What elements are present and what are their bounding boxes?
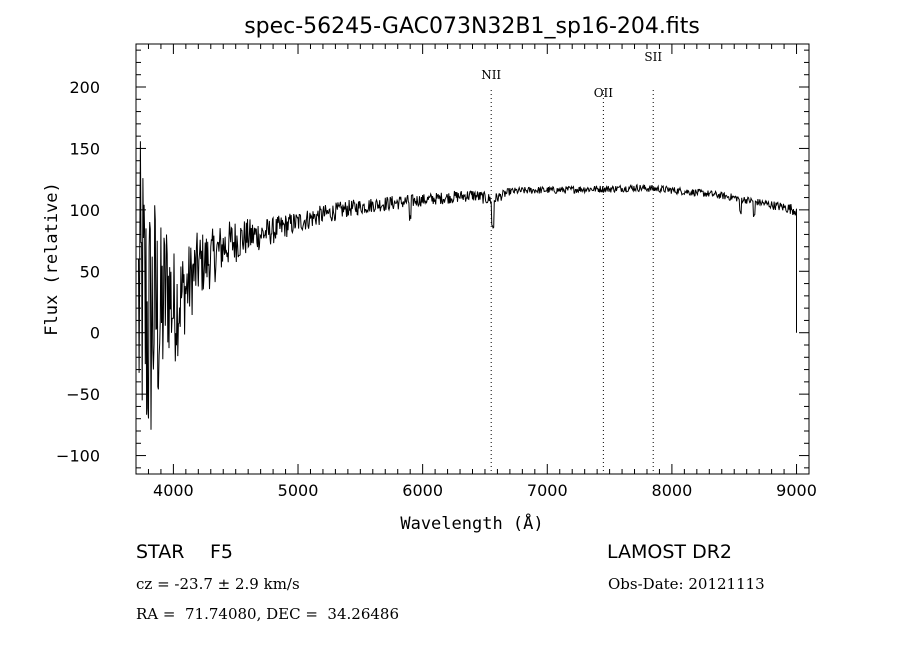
marker-label-oii: OII — [594, 86, 614, 100]
x-tick-label: 6000 — [402, 481, 443, 500]
y-tick-label: 0 — [90, 324, 100, 343]
x-tick-label: 4000 — [153, 481, 194, 500]
x-tick-label: 7000 — [527, 481, 568, 500]
x-tick-label: 5000 — [278, 481, 319, 500]
survey-label: LAMOST DR2 — [607, 541, 732, 563]
coordinates-text: RA = 71.74080, DEC = 34.26486 — [136, 605, 400, 623]
x-tick-label: 8000 — [652, 481, 693, 500]
marker-label-nii: NII — [481, 68, 501, 82]
y-tick-label: −50 — [66, 385, 100, 404]
y-tick-label: 150 — [69, 139, 100, 158]
y-tick-label: −100 — [56, 447, 100, 466]
emission-line-markers: NII OII SII — [481, 50, 662, 474]
y-tick-label: 50 — [80, 262, 100, 281]
y-tick-label: 100 — [69, 201, 100, 220]
y-axis-title: Flux (relative) — [42, 182, 62, 336]
plot-frame — [135, 43, 810, 475]
x-tick-label: 9000 — [776, 481, 817, 500]
x-axis-title: Wavelength (Å) — [400, 512, 543, 534]
obs-date-text: Obs-Date: 20121113 — [608, 575, 765, 593]
axis-ticks — [135, 44, 810, 474]
y-tick-label: 200 — [69, 78, 100, 97]
redshift-text: cz = -23.7 ± 2.9 km/s — [136, 575, 300, 593]
object-class-label: STAR — [136, 541, 185, 563]
marker-label-sii: SII — [644, 50, 662, 64]
chart-title: spec-56245-GAC073N32B1_sp16-204.fits — [244, 14, 700, 39]
spectrum-line — [138, 141, 797, 430]
tick-labels: 4000 5000 6000 7000 8000 9000 −100 −50 0 50 100 150… — [56, 78, 817, 500]
subclass-label: F5 — [210, 541, 234, 563]
